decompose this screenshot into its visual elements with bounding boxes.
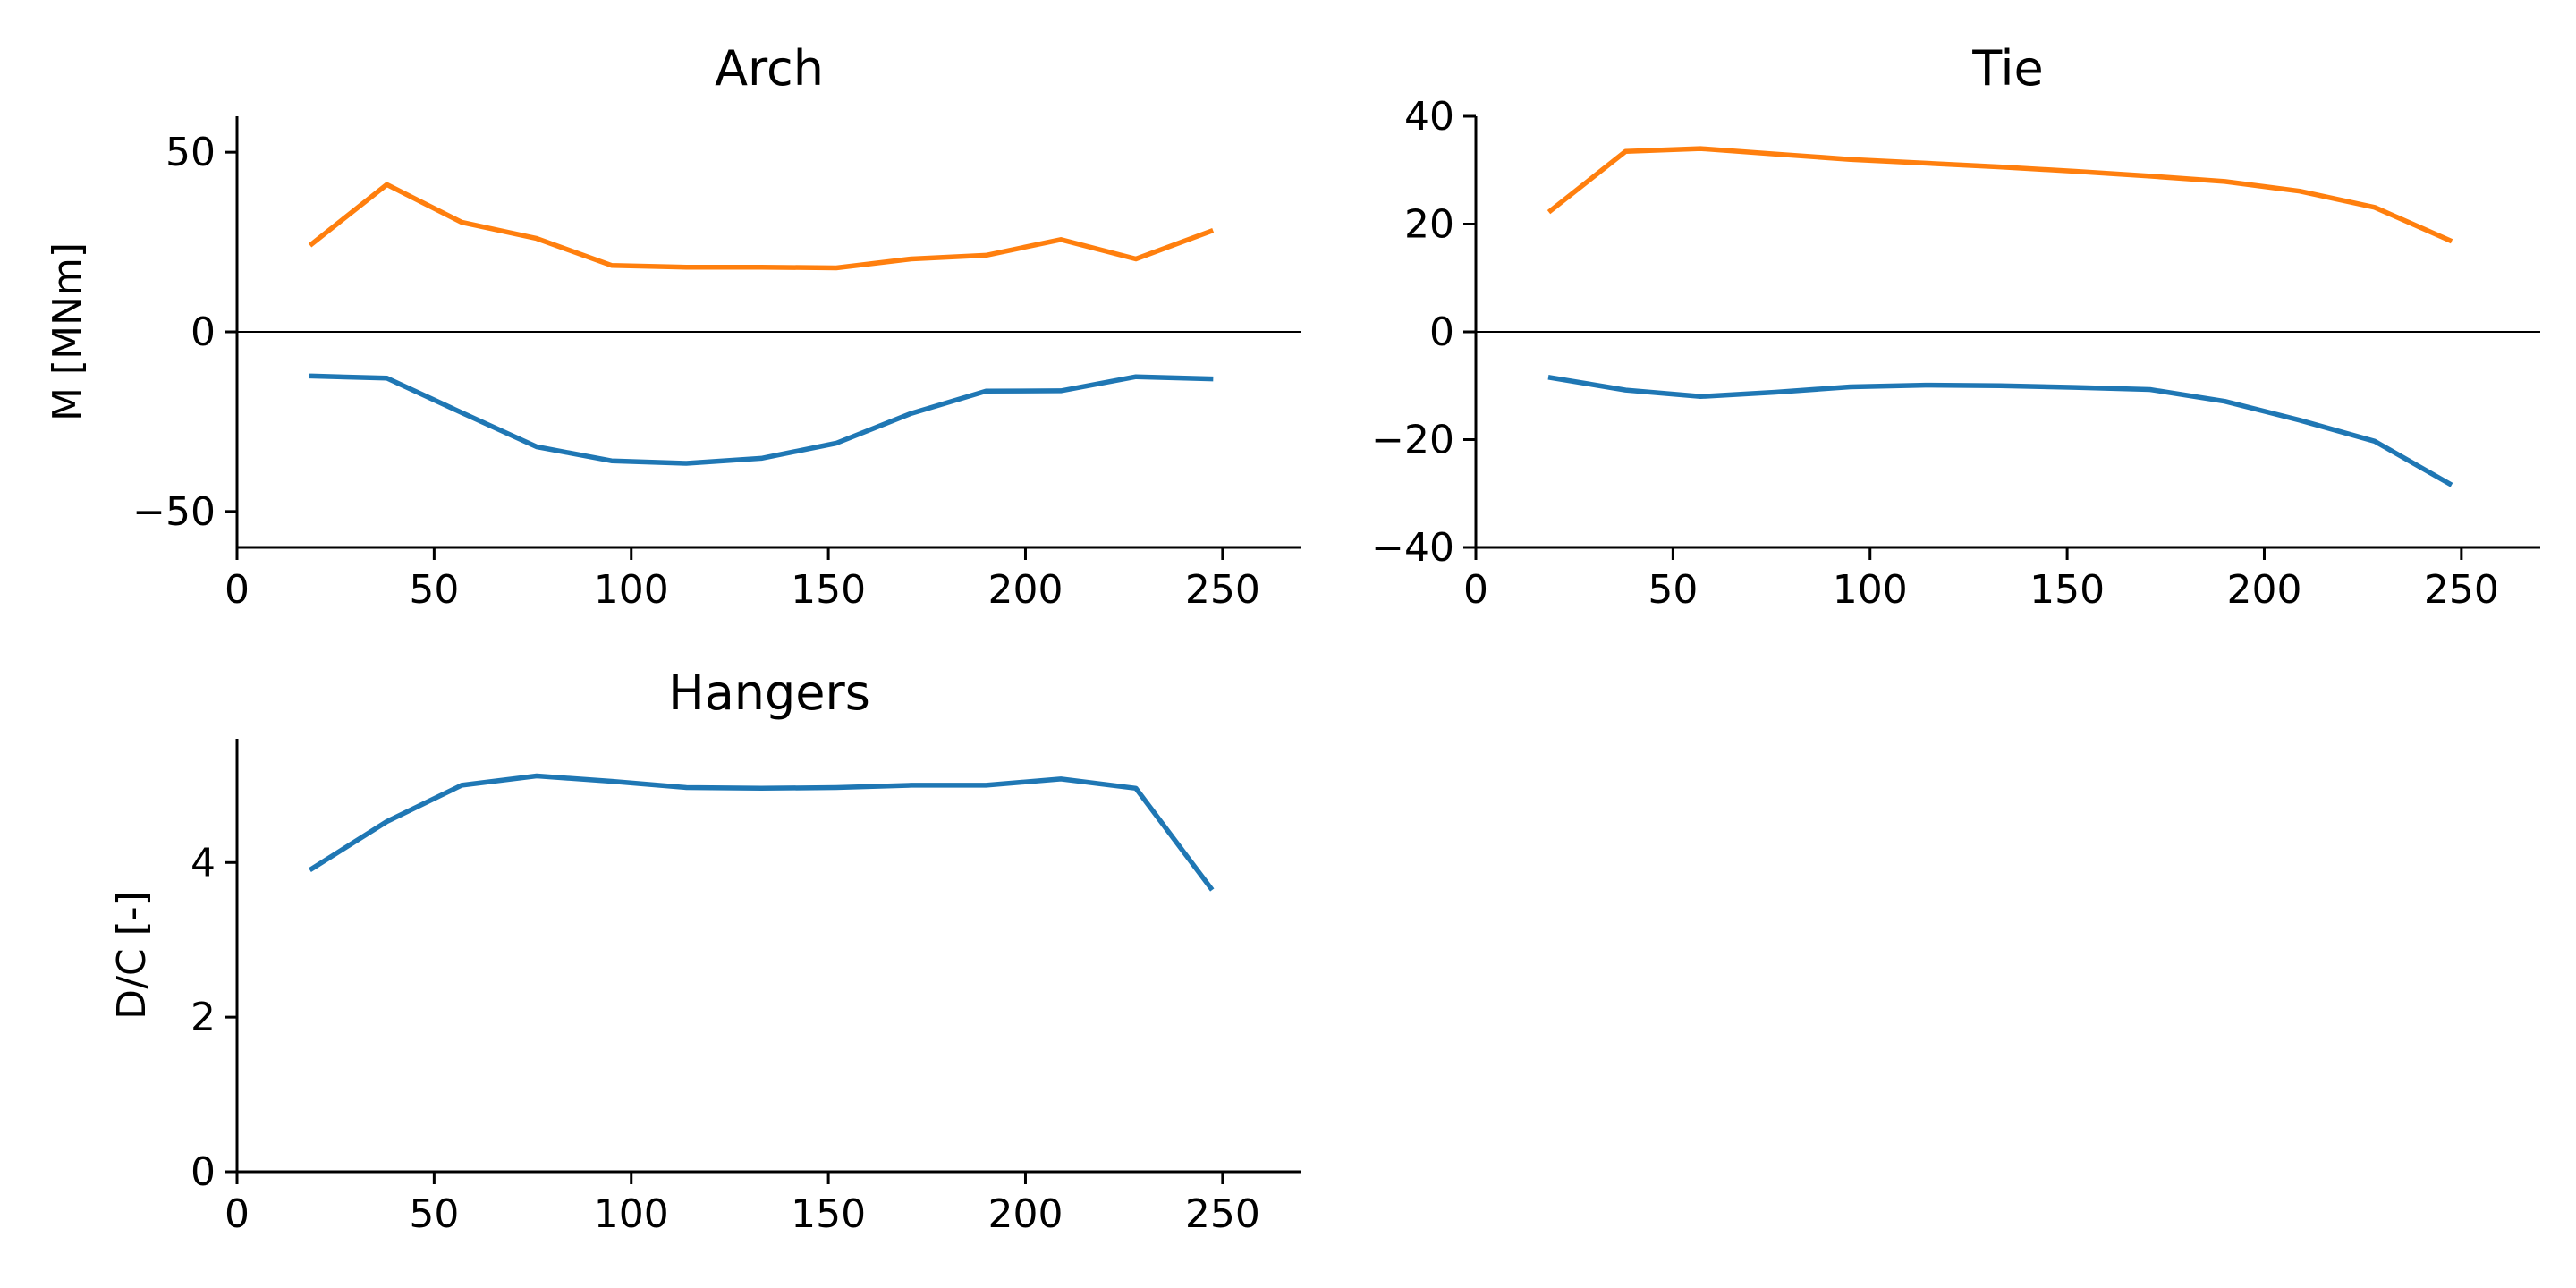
x-tick-label: 150 xyxy=(791,567,866,613)
x-tick-label: 200 xyxy=(2226,567,2301,613)
x-tick-label: 250 xyxy=(2424,567,2499,613)
y-tick-label: 2 xyxy=(191,995,216,1040)
x-tick-label: 100 xyxy=(594,567,669,613)
x-tick-label: 100 xyxy=(1833,567,1908,613)
y-tick-label: 50 xyxy=(165,130,216,175)
y-tick-label: 20 xyxy=(1404,202,1454,248)
y-tick-label: 4 xyxy=(191,840,216,886)
y-axis-label: D/C [-] xyxy=(109,891,155,1020)
subplot-title: Arch xyxy=(715,40,824,97)
x-tick-label: 250 xyxy=(1185,567,1260,613)
subplot-title: Tie xyxy=(1971,40,2044,97)
x-tick-label: 200 xyxy=(987,567,1063,613)
x-tick-label: 150 xyxy=(2029,567,2105,613)
y-tick-label: −20 xyxy=(1371,418,1454,463)
series-line-2 xyxy=(1547,375,2453,487)
series-line-1 xyxy=(1546,146,2453,244)
x-tick-label: 0 xyxy=(225,1191,250,1237)
series-line-1 xyxy=(308,182,1215,271)
y-tick-label: 0 xyxy=(1429,309,1454,355)
series-line-1 xyxy=(308,773,1215,892)
x-tick-label: 50 xyxy=(409,567,459,613)
subplot-2: 0 50 100 150 200 250 −40 −20 0 20 40 Tie xyxy=(1371,40,2540,613)
y-tick-label: 0 xyxy=(191,1149,216,1195)
x-tick-label: 50 xyxy=(1648,567,1698,613)
x-tick-label: 200 xyxy=(987,1191,1063,1237)
x-tick-label: 50 xyxy=(409,1191,459,1237)
y-axis-label: M [MNm] xyxy=(45,242,90,421)
x-tick-label: 0 xyxy=(1463,567,1488,613)
y-tick-label: −40 xyxy=(1371,525,1454,571)
x-tick-label: 100 xyxy=(594,1191,669,1237)
y-tick-label: −50 xyxy=(132,489,216,535)
y-tick-label: 40 xyxy=(1404,94,1454,140)
x-tick-label: 150 xyxy=(791,1191,866,1237)
subplot-3: 0 50 100 150 200 250 0 2 4 Hangers D/C [-] xyxy=(109,665,1301,1237)
series-line-2 xyxy=(309,373,1214,466)
subplot-title: Hangers xyxy=(668,665,870,721)
y-tick-label: 0 xyxy=(191,309,216,355)
x-tick-label: 0 xyxy=(225,567,250,613)
x-tick-label: 250 xyxy=(1185,1191,1260,1237)
